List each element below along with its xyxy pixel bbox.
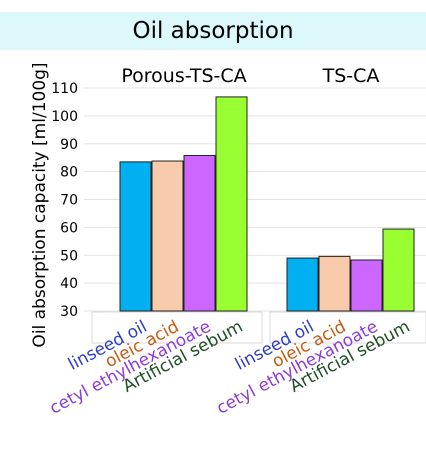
y-tick-label: 70 [60,193,78,209]
x-axis-strip [91,311,263,344]
y-tick-label: 90 [60,137,78,153]
x-axis-strip [269,311,426,344]
group-label: TS-CA [322,65,380,87]
bar [215,96,248,312]
y-tick-label: 100 [51,109,78,125]
y-tick-label: 110 [51,81,78,97]
chart-title-band: Oil absorption [0,12,426,50]
bar [286,257,319,312]
bar [350,259,383,312]
bar [382,228,415,312]
y-axis-label: Oil absorption capacity [ml/100g] [30,62,50,347]
bar [119,161,152,312]
y-tick-label: 60 [60,220,78,236]
y-tick-label: 30 [60,304,78,320]
y-tick-label: 40 [60,276,78,292]
y-tick-label: 50 [60,248,78,264]
y-tick-label: 80 [60,165,78,181]
bar [151,160,184,312]
bar [183,154,216,312]
group-label: Porous-TS-CA [121,65,246,87]
bar [318,255,351,312]
chart-title: Oil absorption [132,18,294,44]
